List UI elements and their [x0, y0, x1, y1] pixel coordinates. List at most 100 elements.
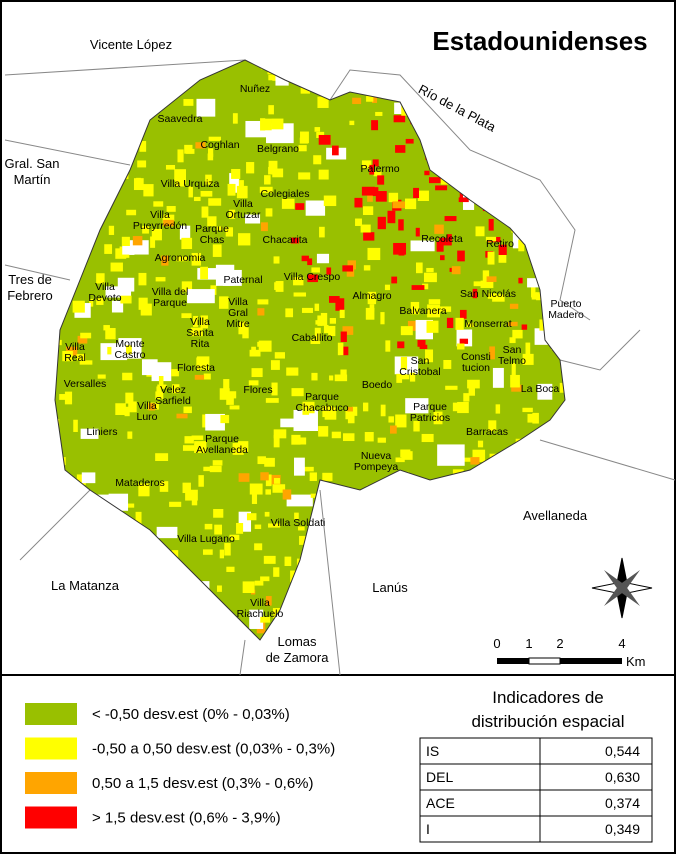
census-block — [415, 227, 420, 237]
census-block — [398, 219, 404, 231]
census-block — [214, 524, 222, 535]
neighborhood-label: Coghlan — [200, 139, 239, 151]
indicator-name: IS — [426, 743, 439, 759]
census-block — [310, 338, 321, 344]
neighborhood-label: Boedo — [362, 379, 393, 391]
census-block — [200, 315, 208, 329]
census-block — [153, 201, 164, 207]
census-block — [200, 191, 213, 197]
census-block — [181, 313, 192, 319]
label-line: Villa Crespo — [284, 271, 341, 283]
census-block — [342, 265, 354, 272]
neighborhood-label: Puerto Madero — [548, 298, 584, 321]
neighborhood-label: Villa del Parque — [152, 286, 189, 309]
census-block — [367, 195, 373, 202]
census-block — [363, 402, 369, 412]
census-block — [104, 244, 113, 254]
census-block — [342, 326, 354, 335]
census-block — [512, 329, 523, 339]
census-block — [96, 273, 105, 284]
census-block — [446, 317, 454, 329]
census-block — [115, 403, 126, 415]
label-line: Villa — [190, 316, 210, 328]
neighborhood-label: Monte Castro — [115, 338, 146, 361]
census-block — [323, 324, 329, 334]
census-block — [509, 303, 519, 309]
label-line: Nuñez — [240, 83, 270, 95]
census-block — [340, 346, 349, 356]
census-block — [457, 343, 465, 350]
census-block — [243, 235, 251, 241]
census-block — [434, 224, 444, 234]
label-line: Villa Lugano — [177, 533, 235, 545]
indicator-name: I — [426, 821, 430, 837]
census-block — [274, 282, 283, 290]
census-block — [472, 288, 478, 299]
empty-block — [316, 253, 330, 264]
census-block — [339, 309, 345, 319]
census-block — [165, 164, 176, 170]
census-block — [161, 255, 169, 266]
census-block — [249, 483, 263, 495]
census-block — [138, 297, 148, 310]
label-line: Lomas — [277, 634, 317, 649]
outside-label: Vicente López — [90, 37, 172, 52]
census-block — [155, 277, 166, 282]
label-line: Santa — [186, 327, 214, 339]
census-block — [329, 375, 334, 381]
census-block — [184, 436, 194, 444]
neighborhood-label: Flores — [243, 384, 272, 396]
census-block — [183, 99, 194, 106]
empty-block — [410, 240, 435, 252]
census-block — [232, 443, 244, 455]
neighborhood-label: Parque Avellaneda — [196, 433, 248, 456]
census-block — [371, 120, 379, 131]
census-block — [467, 379, 480, 389]
census-block — [329, 318, 337, 324]
census-block — [174, 169, 187, 181]
census-block — [125, 392, 134, 404]
legend-label: 0,50 a 1,5 desv.est (0,3% - 0,6%) — [92, 775, 314, 792]
outside-label: Gral. San Martín — [5, 156, 60, 187]
census-block — [313, 155, 322, 165]
census-block — [300, 131, 309, 144]
census-block — [110, 262, 123, 272]
empty-block — [229, 173, 240, 193]
census-block — [120, 295, 132, 304]
surroundings — [4, 59, 676, 676]
census-block — [509, 337, 516, 344]
census-block — [185, 489, 198, 501]
census-block — [212, 460, 223, 466]
label-line: tucion — [462, 362, 490, 374]
census-block — [257, 299, 269, 305]
scale-labels: 0 1 2 4Km — [493, 636, 645, 669]
indicator-name: ACE — [426, 795, 455, 811]
census-block — [181, 281, 193, 293]
label-line: Caballito — [292, 332, 333, 344]
census-block — [77, 335, 88, 344]
census-block — [319, 226, 325, 238]
census-block — [495, 404, 501, 414]
census-block — [80, 332, 92, 339]
census-block — [115, 248, 127, 259]
census-block — [198, 475, 204, 487]
label-line: Parque — [153, 297, 187, 309]
census-block — [482, 270, 490, 282]
neighborhood-label: San Telmo — [498, 344, 526, 367]
census-block — [459, 309, 467, 319]
census-block — [396, 373, 403, 383]
census-block — [142, 225, 149, 234]
label-line: Palermo — [360, 163, 399, 175]
label-line: Villa — [228, 296, 248, 308]
census-block — [226, 391, 237, 399]
census-block — [105, 328, 116, 340]
label-line: Real — [64, 352, 86, 364]
census-block — [363, 265, 371, 271]
census-block — [150, 236, 156, 248]
census-block — [407, 320, 417, 331]
census-block — [443, 359, 452, 369]
census-block — [511, 384, 522, 392]
empty-block — [305, 200, 326, 216]
census-block — [254, 524, 262, 530]
indicator-value: 0,374 — [605, 795, 640, 811]
